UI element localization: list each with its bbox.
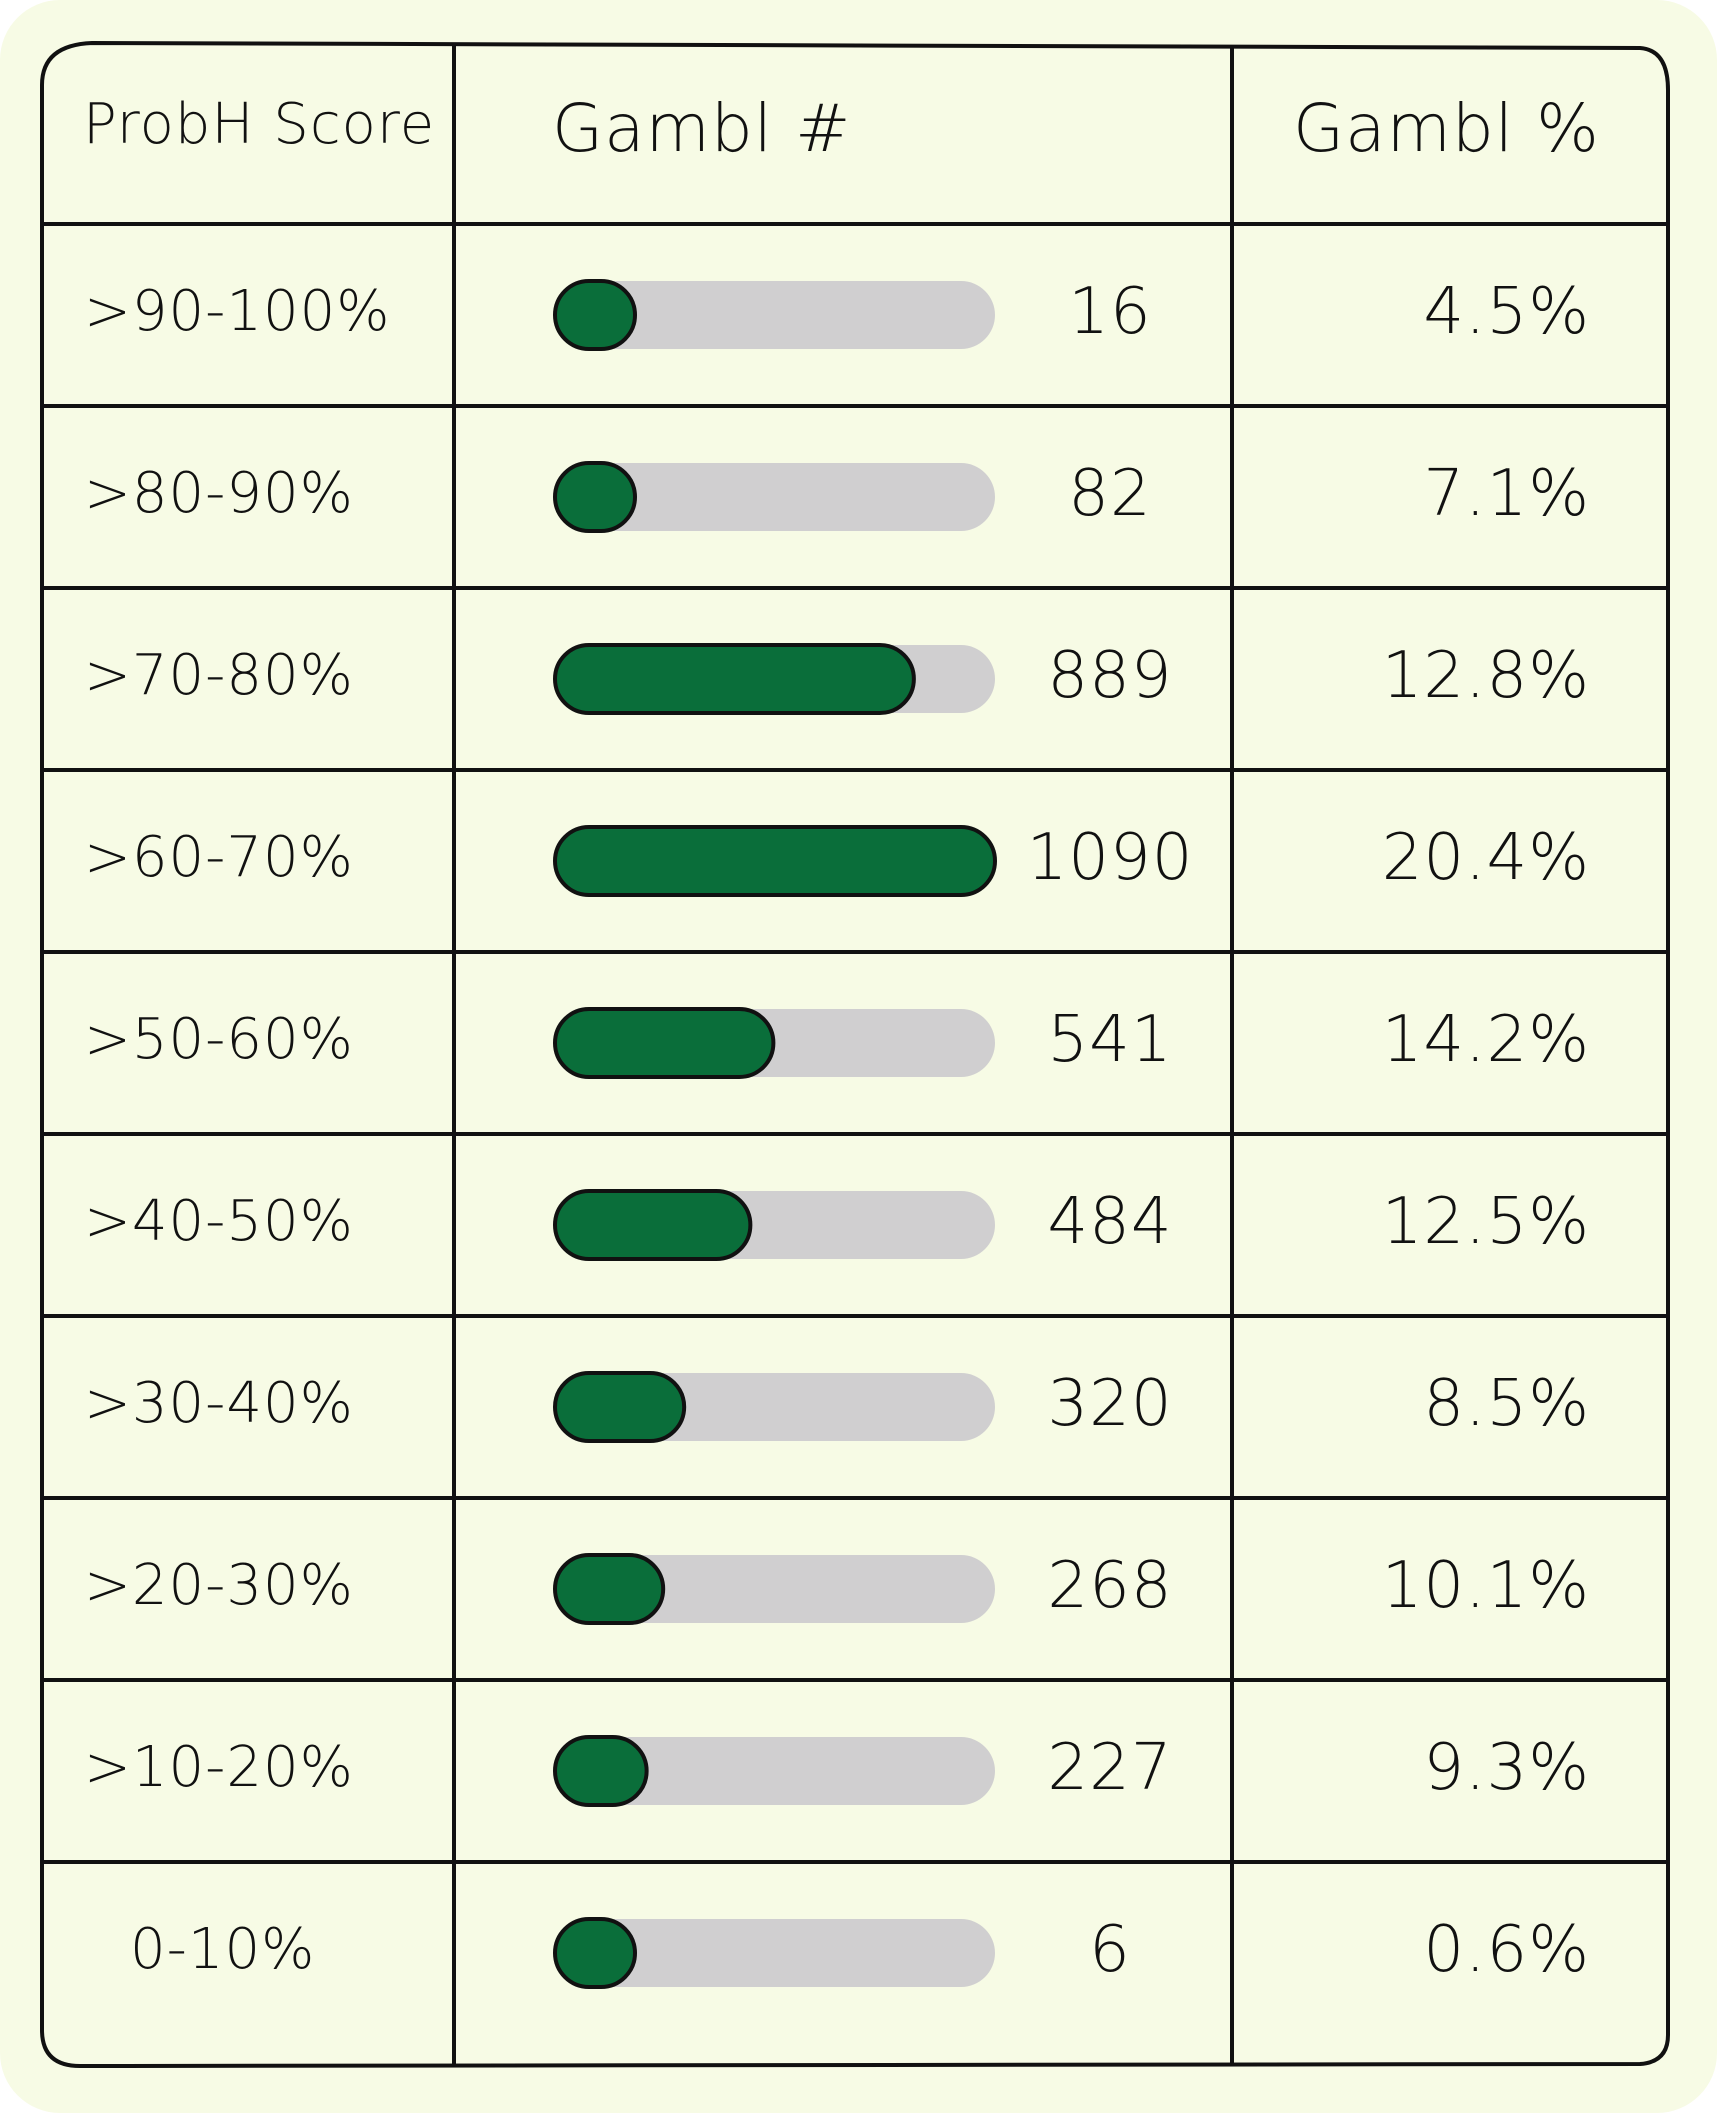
row-count: 6 bbox=[1089, 1913, 1131, 1987]
row-percent: 0.6% bbox=[1423, 1913, 1590, 1987]
row-count: 484 bbox=[1047, 1185, 1173, 1259]
row-percent: 12.5% bbox=[1381, 1185, 1590, 1259]
row-percent: 10.1% bbox=[1381, 1549, 1590, 1623]
row-label: >80-90% bbox=[84, 461, 354, 526]
row-label: >10-20% bbox=[84, 1735, 354, 1800]
row-count: 227 bbox=[1047, 1731, 1173, 1805]
header-score: ProbH Score bbox=[83, 92, 436, 157]
row-percent: 14.2% bbox=[1381, 1003, 1590, 1077]
row-label: >20-30% bbox=[84, 1553, 354, 1618]
row-count: 889 bbox=[1047, 639, 1173, 713]
row-percent: 20.4% bbox=[1381, 821, 1590, 895]
row-count: 268 bbox=[1047, 1549, 1173, 1623]
row-count: 320 bbox=[1047, 1367, 1173, 1441]
row-label: >60-70% bbox=[84, 825, 354, 890]
row-percent: 4.5% bbox=[1423, 275, 1590, 349]
row-percent: 7.1% bbox=[1423, 457, 1590, 531]
row-label: >30-40% bbox=[84, 1371, 354, 1436]
row-percent: 12.8% bbox=[1381, 639, 1590, 713]
row-count: 82 bbox=[1068, 457, 1152, 531]
row-label: >40-50% bbox=[84, 1189, 354, 1254]
row-label: >50-60% bbox=[84, 1007, 354, 1072]
header-percent: Gambl % bbox=[1293, 90, 1600, 167]
row-label: >90-100% bbox=[84, 279, 391, 344]
row-count: 16 bbox=[1068, 275, 1152, 349]
row-label: >70-80% bbox=[84, 643, 354, 708]
row-count: 1090 bbox=[1026, 821, 1194, 895]
row-percent: 9.3% bbox=[1423, 1731, 1590, 1805]
row-percent: 8.5% bbox=[1423, 1367, 1590, 1441]
row-count: 541 bbox=[1047, 1003, 1173, 1077]
header-count: Gambl # bbox=[552, 90, 852, 167]
row-label: 0-10% bbox=[130, 1917, 316, 1982]
